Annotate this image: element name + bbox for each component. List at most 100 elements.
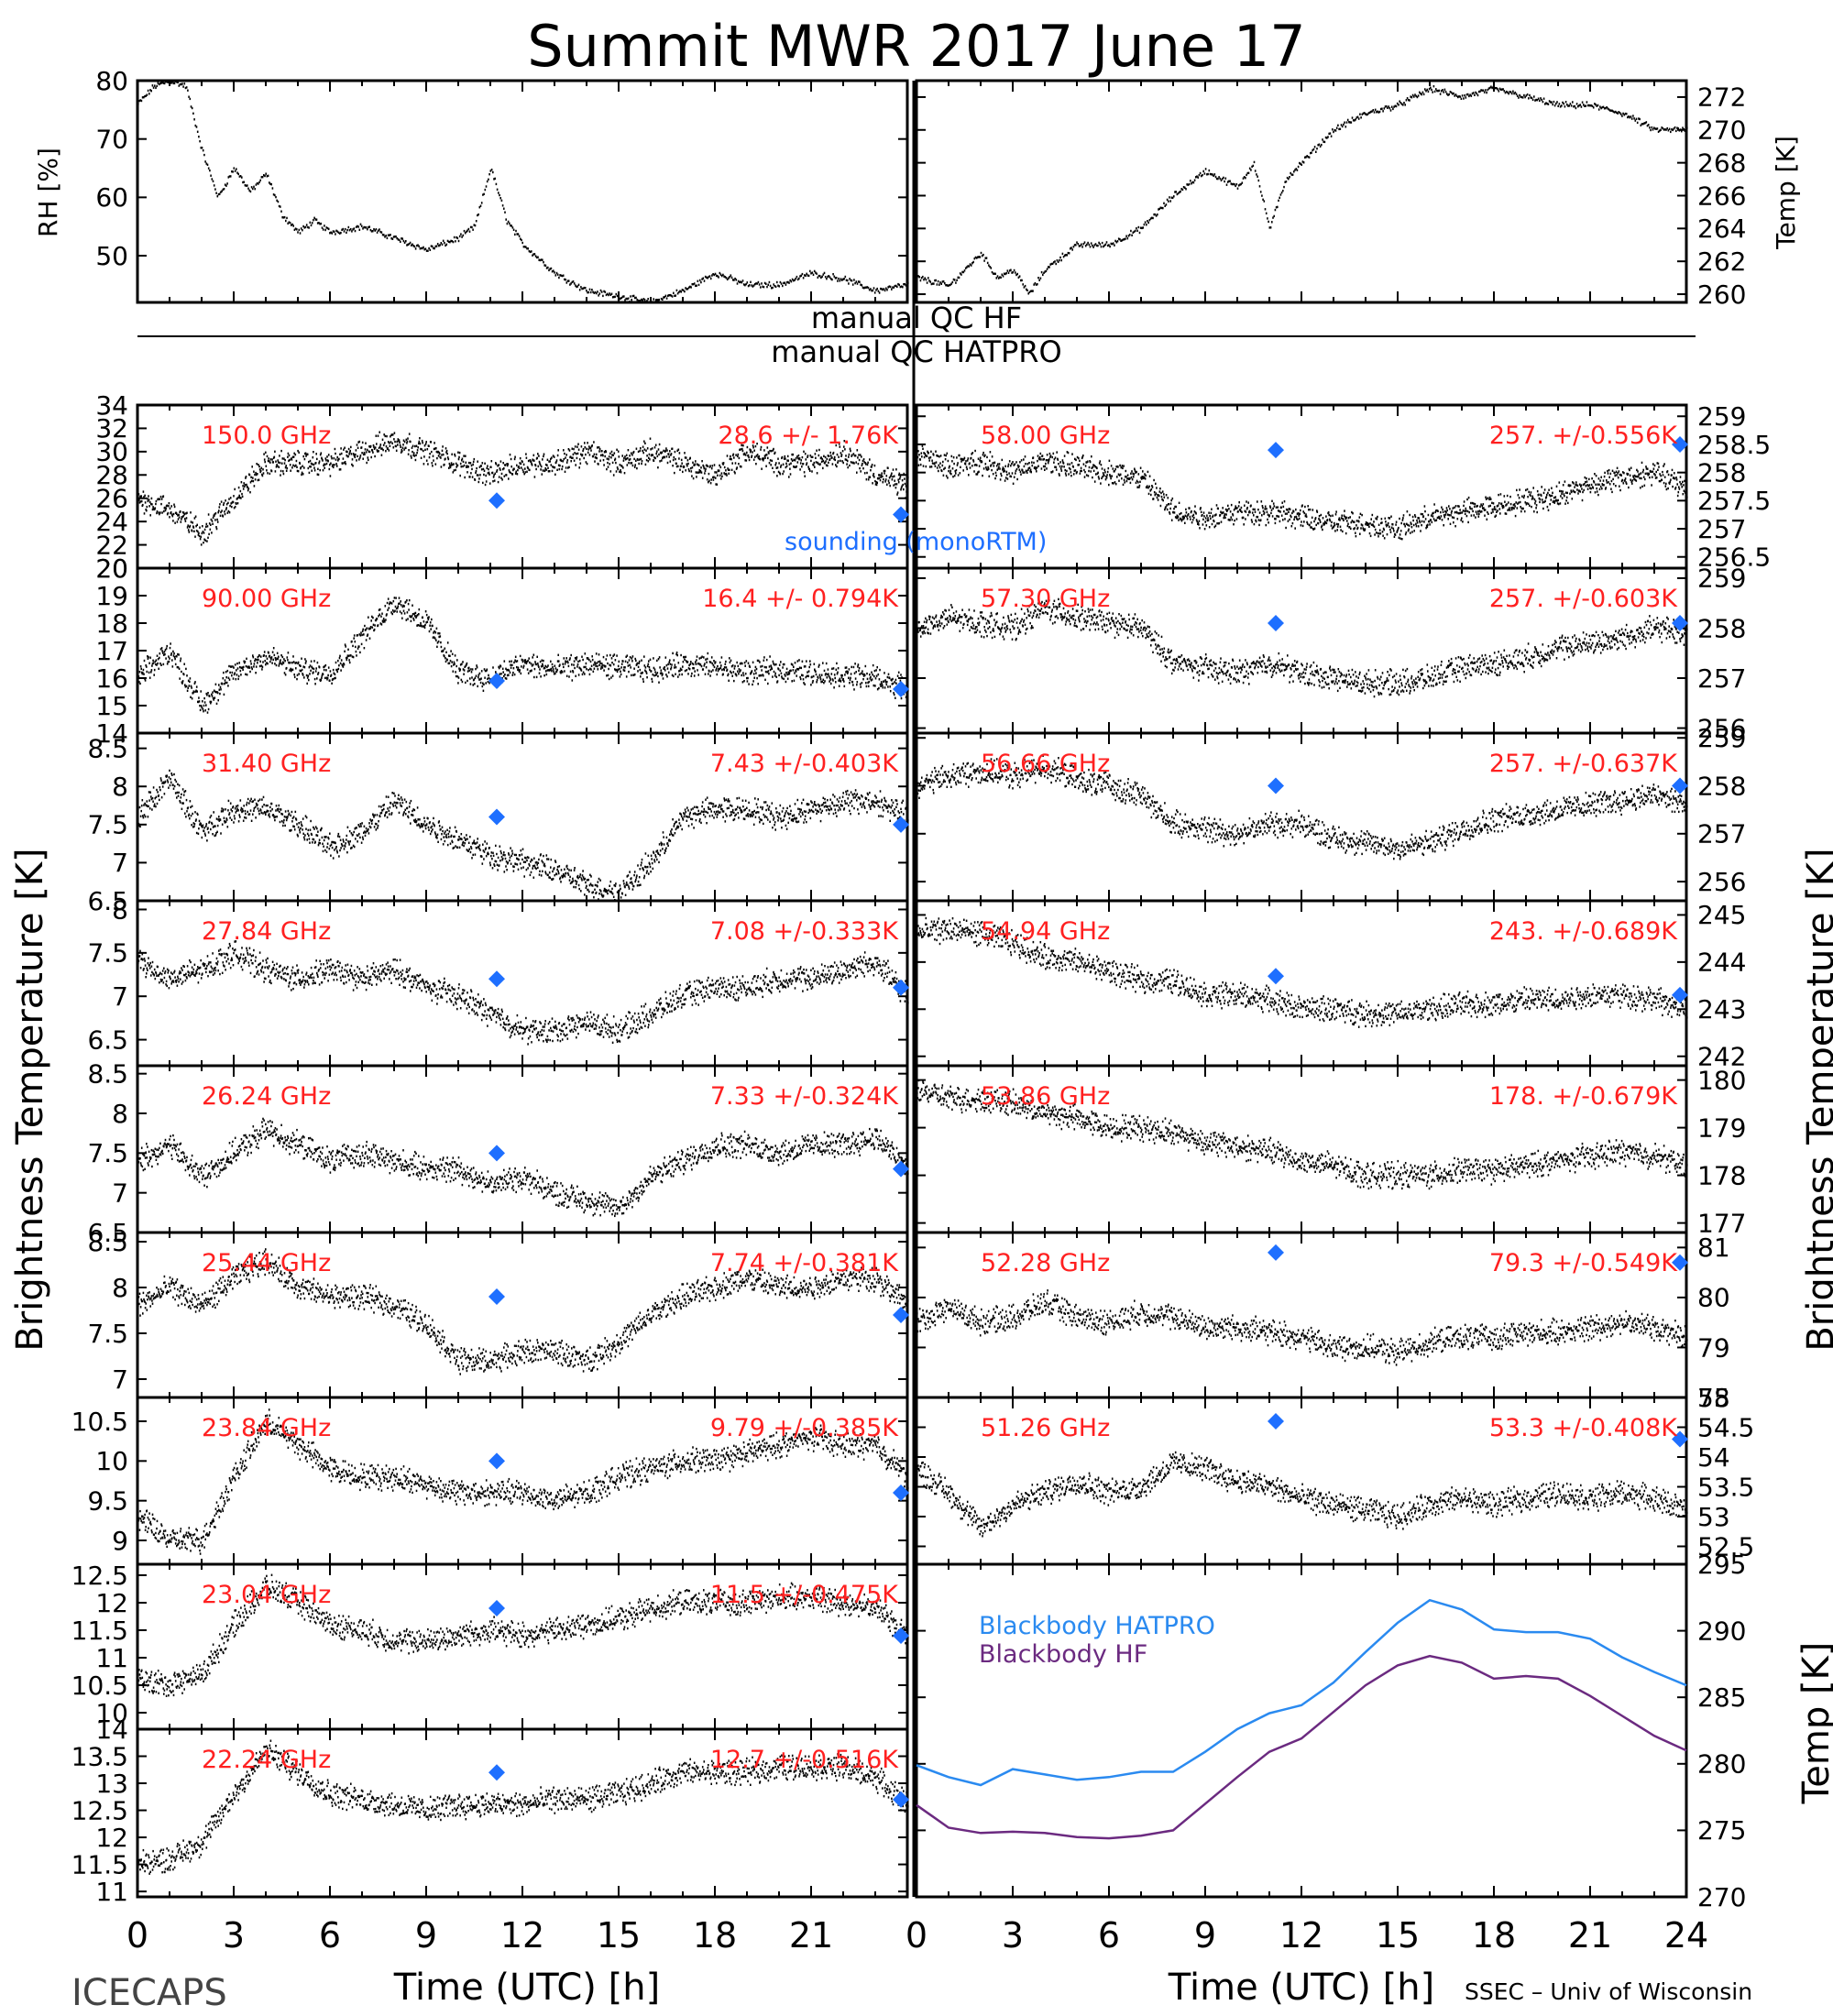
data-point <box>192 812 193 816</box>
data-point <box>747 454 750 457</box>
data-point <box>183 663 185 665</box>
data-point <box>276 657 278 660</box>
data-point <box>379 431 380 433</box>
data-point <box>181 682 183 685</box>
data-point <box>581 673 584 676</box>
data-point <box>466 663 467 666</box>
data-point <box>227 176 230 179</box>
data-point <box>722 673 724 675</box>
data-point <box>580 445 583 448</box>
data-point <box>992 272 994 275</box>
data-point <box>1120 239 1122 242</box>
data-point <box>398 597 401 599</box>
data-point <box>850 676 851 679</box>
data-point <box>280 462 283 465</box>
data-point <box>218 816 220 818</box>
data-point <box>872 674 873 676</box>
data-point <box>876 287 878 290</box>
channel-stats: 16.4 +/- 0.794K <box>702 585 899 613</box>
data-point <box>390 602 393 605</box>
data-point <box>290 667 291 671</box>
data-point <box>374 446 377 449</box>
data-point <box>169 507 171 509</box>
data-point <box>602 655 605 659</box>
data-point <box>695 663 697 665</box>
data-point <box>490 460 493 463</box>
data-point <box>378 608 380 611</box>
data-point <box>1673 127 1675 130</box>
data-point <box>433 636 435 639</box>
data-point <box>312 463 313 466</box>
data-point <box>346 231 347 235</box>
data-point <box>1230 182 1233 185</box>
data-point <box>702 668 704 671</box>
data-point <box>1131 234 1133 236</box>
data-point <box>871 290 873 292</box>
data-point <box>376 618 379 620</box>
data-point <box>395 236 397 238</box>
data-point <box>1469 93 1471 96</box>
y-tick-label: 262 <box>1697 247 1746 277</box>
data-point <box>1133 230 1136 234</box>
data-point <box>509 454 511 456</box>
data-point <box>856 449 859 452</box>
data-point <box>212 833 214 836</box>
data-point <box>138 671 141 674</box>
data-point <box>538 455 540 457</box>
data-point <box>1265 212 1268 214</box>
data-point <box>154 84 156 87</box>
data-point <box>475 674 477 677</box>
data-point <box>276 652 279 654</box>
data-point <box>263 174 265 177</box>
data-point <box>669 450 671 453</box>
data-point <box>228 175 231 178</box>
data-point <box>176 655 178 658</box>
data-point <box>540 258 543 261</box>
data-point <box>1405 99 1408 102</box>
data-point <box>542 458 543 461</box>
data-point <box>651 680 653 683</box>
data-point <box>477 480 480 484</box>
data-point <box>1231 182 1234 186</box>
data-point <box>155 499 158 503</box>
data-point <box>318 666 321 669</box>
data-point <box>776 475 778 477</box>
data-point <box>763 659 765 662</box>
data-point <box>292 225 294 227</box>
data-point <box>585 461 587 464</box>
data-point <box>264 460 266 464</box>
data-point <box>1202 170 1204 173</box>
data-point <box>310 224 313 227</box>
data-point <box>789 279 791 282</box>
data-point <box>1275 206 1278 209</box>
data-point <box>803 450 805 453</box>
data-point <box>415 615 418 618</box>
data-point <box>850 461 852 464</box>
data-point <box>957 276 960 279</box>
data-point <box>887 673 890 675</box>
data-point <box>718 469 720 472</box>
data-point <box>423 463 425 466</box>
data-point <box>731 462 733 465</box>
data-point <box>173 652 175 655</box>
data-point <box>1399 100 1400 103</box>
data-point <box>521 460 523 464</box>
data-point <box>840 278 842 280</box>
data-point <box>734 472 736 475</box>
data-point <box>730 274 732 277</box>
data-point <box>169 769 170 772</box>
data-point <box>775 466 778 469</box>
data-point <box>146 800 148 803</box>
data-point <box>1450 91 1453 94</box>
data-point <box>177 794 180 797</box>
data-point <box>645 449 647 452</box>
data-point <box>603 669 605 672</box>
data-point <box>704 275 707 279</box>
data-point <box>203 827 205 829</box>
data-point <box>482 682 484 685</box>
data-point <box>482 481 484 485</box>
data-point <box>856 681 859 684</box>
data-point <box>901 676 903 679</box>
data-point <box>252 654 254 657</box>
data-point <box>1109 245 1111 248</box>
